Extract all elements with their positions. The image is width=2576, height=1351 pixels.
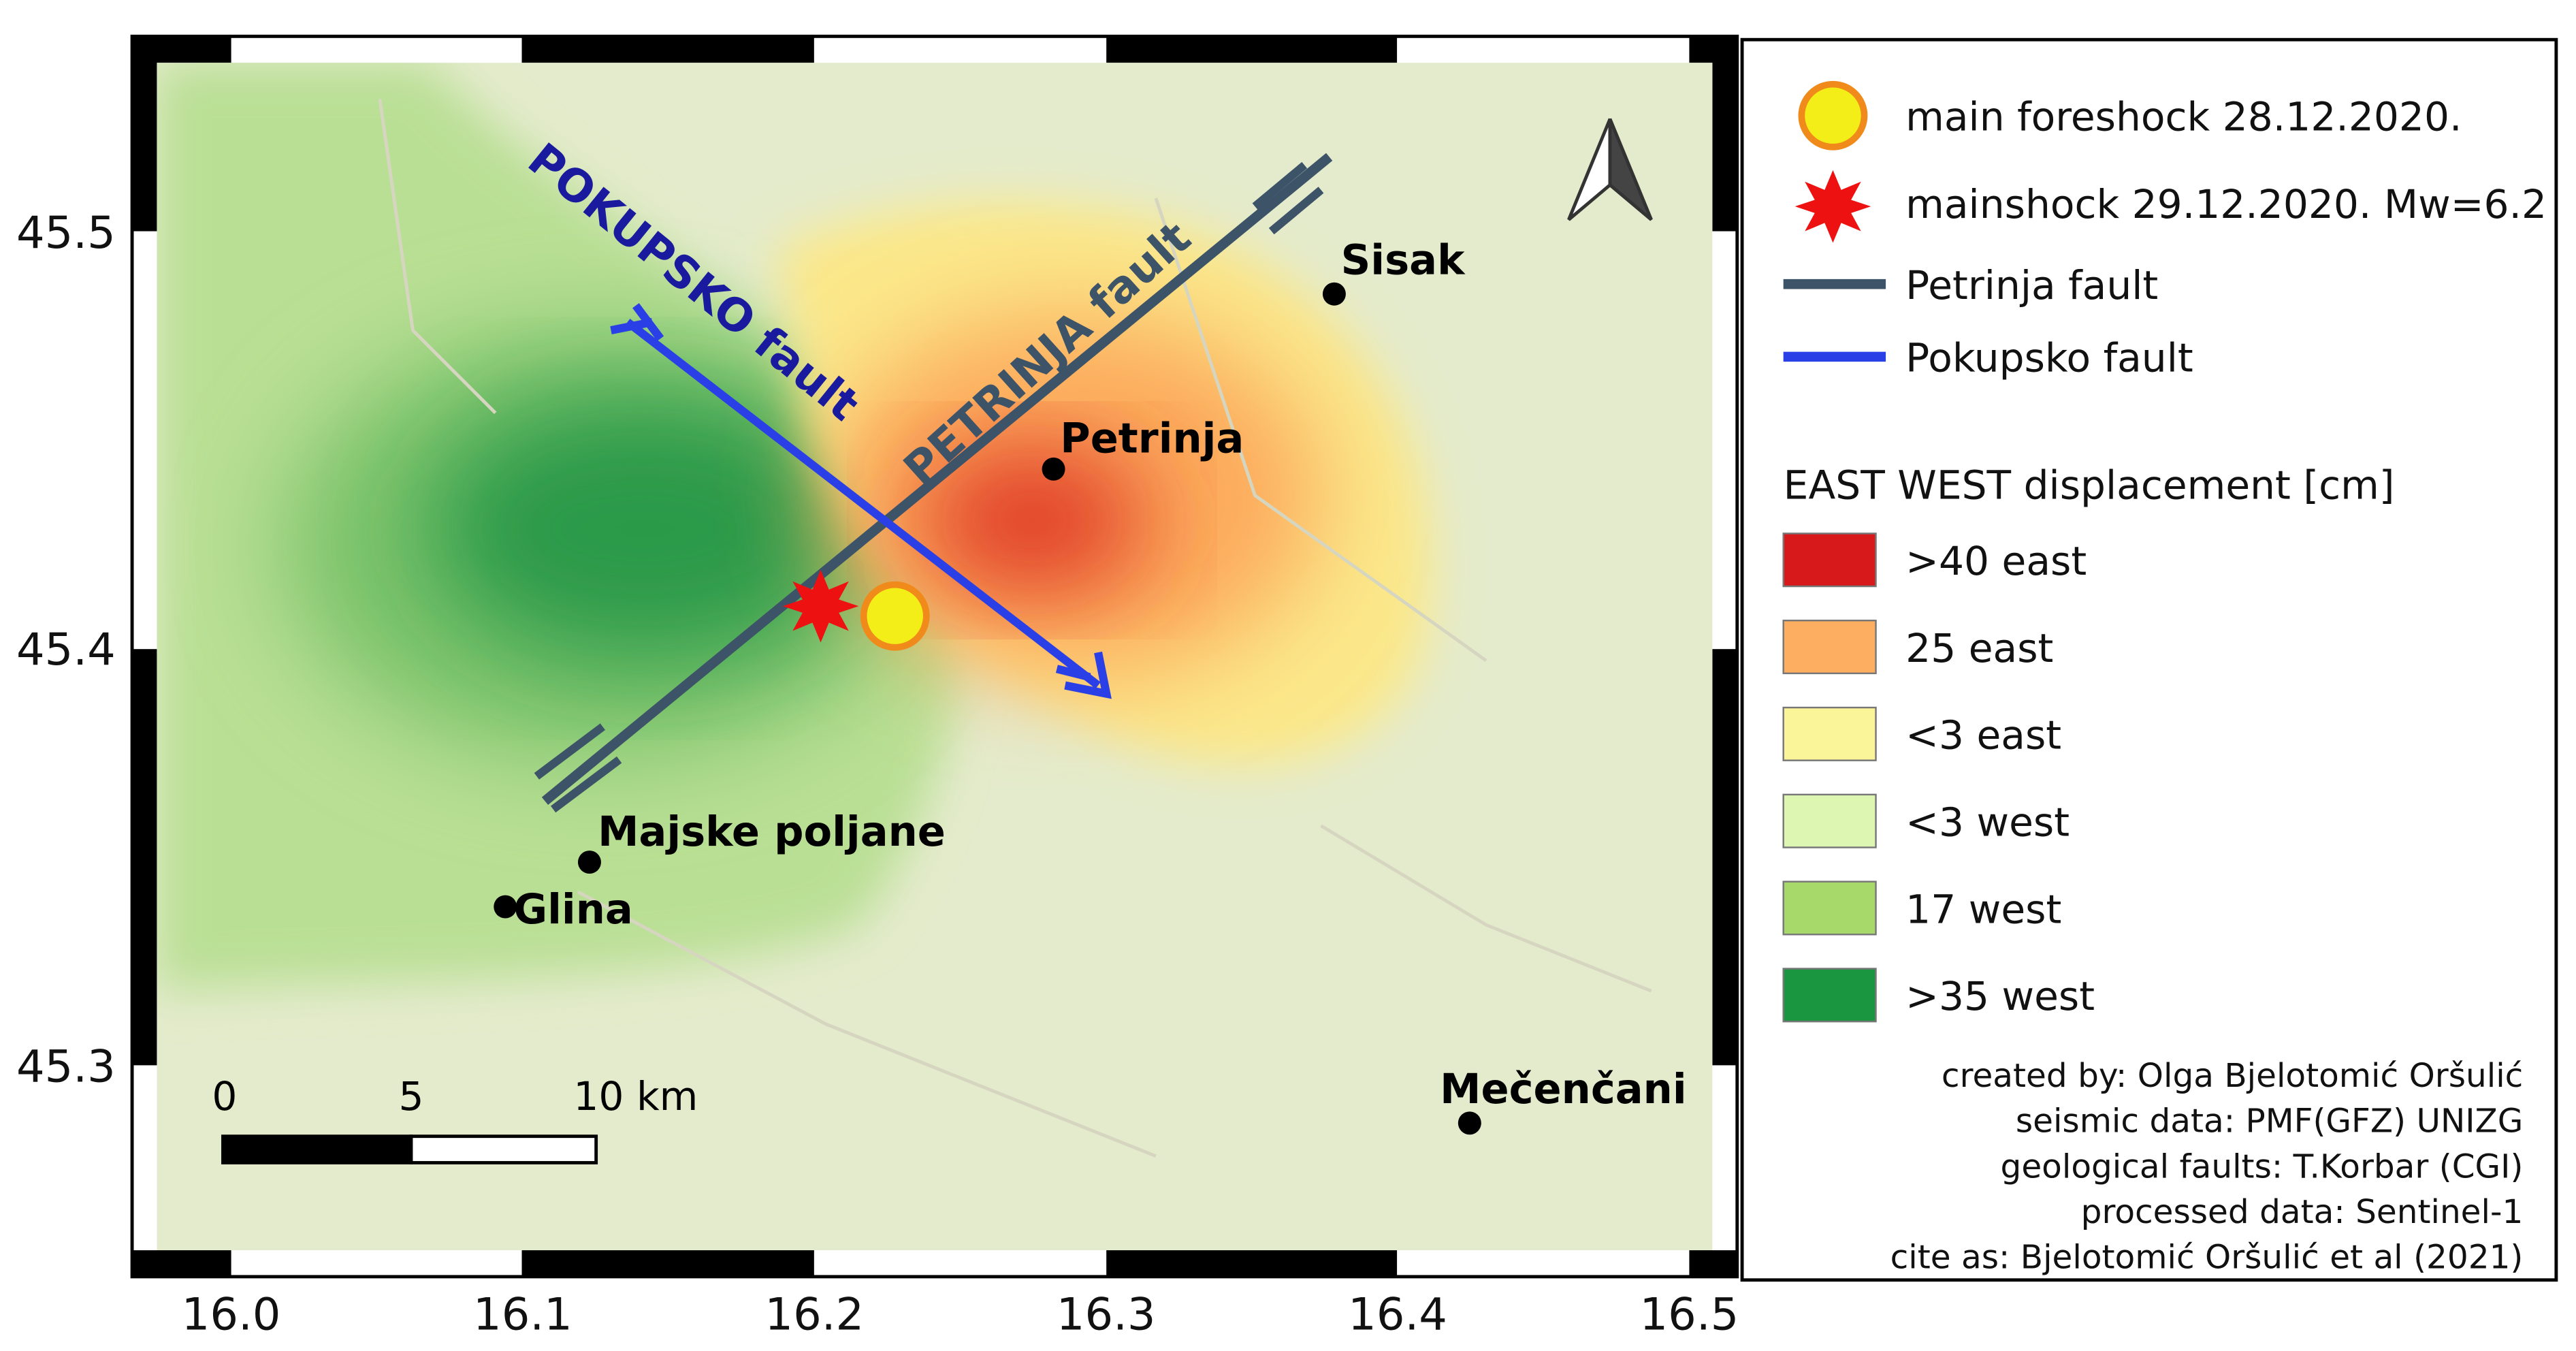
legend-label: Petrinja fault	[1905, 262, 2158, 308]
legend-label: main foreshock 28.12.2020.	[1905, 94, 2462, 140]
x-tick-label: 16.5	[1640, 1288, 1739, 1340]
legend-label: <3 east	[1905, 712, 2061, 759]
y-ticks: 45.5 45.4 45.3	[16, 207, 116, 1093]
legend-label: >35 west	[1905, 973, 2095, 1019]
credits: created by: Olga Bjelotomić Oršulić seism…	[1890, 1057, 2524, 1277]
y-tick-label: 45.4	[16, 624, 116, 676]
place-label: Sisak	[1341, 237, 1466, 285]
legend-label: 25 east	[1905, 625, 2053, 671]
legend-swatch	[1782, 533, 1877, 588]
y-tick-label: 45.5	[16, 207, 116, 259]
credit-line: cite as: Bjelotomić Oršulić et al (2021)	[1890, 1239, 2524, 1277]
pokupsko-fault	[625, 319, 1101, 689]
y-tick-label: 45.3	[16, 1041, 116, 1093]
legend-title: EAST WEST displacement [cm]	[1784, 462, 2395, 508]
foreshock-marker	[860, 581, 930, 651]
x-tick-label: 16.3	[1057, 1288, 1156, 1340]
x-tick-label: 16.0	[182, 1288, 281, 1340]
place-label: Petrinja	[1060, 415, 1244, 463]
credit-line: created by: Olga Bjelotomić Oršulić	[1942, 1057, 2523, 1095]
x-tick-label: 16.1	[473, 1288, 573, 1340]
credit-line: processed data: Sentinel-1	[2081, 1193, 2524, 1231]
legend-symbol	[1794, 170, 1871, 243]
frame-bands	[132, 36, 1737, 1277]
legend-classes: >40 east 25 east <3 east <3 west 17 west >35 …	[1782, 533, 2095, 1023]
credit-line: geological faults: T.Korbar (CGI)	[2001, 1147, 2524, 1186]
x-tick-label: 16.4	[1348, 1288, 1447, 1340]
place-label: Majske poljane	[598, 808, 946, 856]
mainshock-marker	[782, 569, 859, 643]
scale-label: 5	[398, 1073, 423, 1119]
legend-swatch	[1782, 880, 1877, 936]
legend-swatch	[1782, 793, 1877, 848]
fault-arrows	[534, 161, 1324, 813]
north-arrow	[1567, 118, 1653, 221]
scale-label: 10 km	[573, 1073, 698, 1119]
map-area	[157, 63, 1713, 1251]
scale-bar: 0 5 10 km	[212, 1073, 698, 1164]
legend-label: Pokupsko fault	[1905, 335, 2193, 381]
places: Sisak Petrinja Majske poljane Glina Meče…	[494, 237, 1687, 1135]
petrinja-fault	[541, 153, 1333, 805]
place-label: Mečenčani	[1440, 1066, 1686, 1113]
legend-swatch	[1782, 968, 1877, 1023]
credit-line: seismic data: PMF(GFZ) UNIZG	[2016, 1102, 2524, 1141]
legend-symbol	[1798, 80, 1868, 150]
legend-label: mainshock 29.12.2020. Mw=6.2	[1905, 181, 2547, 227]
legend-swatch	[1782, 620, 1877, 675]
scale-label: 0	[212, 1073, 237, 1119]
fault-arrows	[610, 303, 1112, 699]
x-ticks: 16.0 16.1 16.2 16.3 16.4 16.5	[182, 1288, 1739, 1340]
legend-label: >40 east	[1905, 538, 2087, 584]
legend-label: <3 west	[1905, 799, 2070, 846]
legend-label: 17 west	[1905, 886, 2061, 932]
legend-swatch	[1782, 706, 1877, 761]
x-tick-label: 16.2	[764, 1288, 864, 1340]
legend-box	[1740, 37, 2558, 1282]
place-label: Glina	[513, 886, 632, 934]
